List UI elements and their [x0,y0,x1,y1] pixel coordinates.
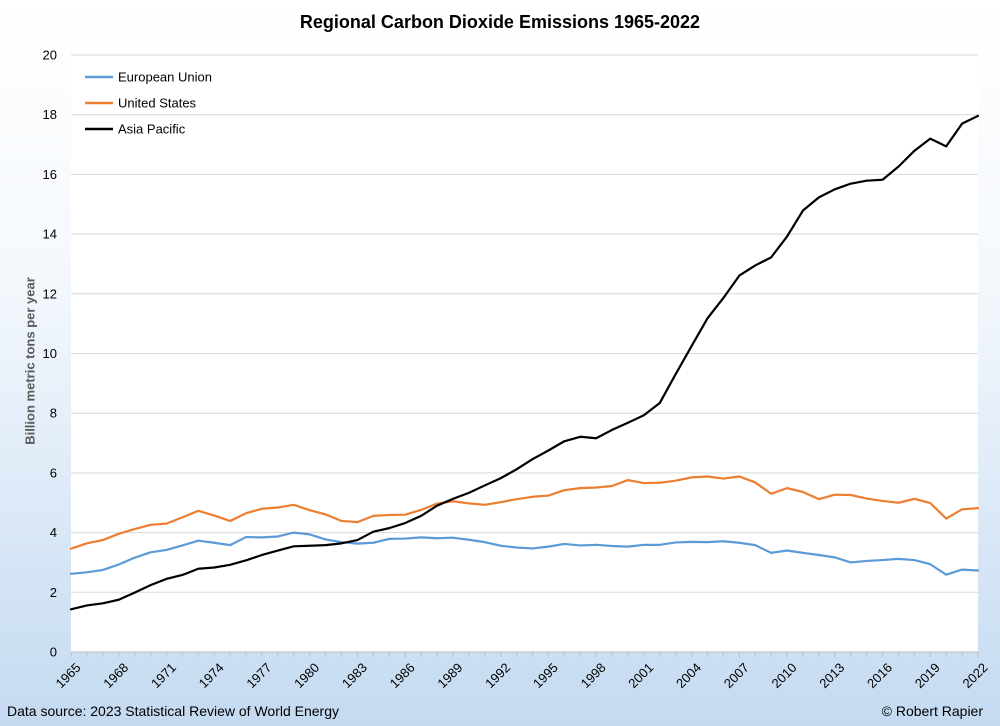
y-tick-label: 8 [50,406,57,421]
legend: European Union United States Asia Pacific [85,70,212,137]
y-tick-label: 12 [43,286,57,301]
x-tick-label: 2016 [864,660,895,691]
x-tick-label: 1965 [52,660,83,691]
x-tick-label: 1974 [196,660,227,691]
x-tick-label: 1995 [530,660,561,691]
x-tick-label: 2010 [769,660,800,691]
x-tick-label: 2001 [625,660,656,691]
y-tick-label: 20 [43,48,57,63]
legend-label-asia-pacific: Asia Pacific [118,122,186,137]
y-tick-label: 16 [43,167,57,182]
x-tick-label: 1977 [243,660,274,691]
y-tick-label: 4 [50,525,57,540]
x-tick-label: 1980 [291,660,322,691]
series-line-asia-pacific [69,114,980,611]
y-tick-label: 6 [50,465,57,480]
x-tick-label: 2004 [673,660,704,691]
x-tick-label: 1983 [339,660,370,691]
series-line-united-states [69,475,980,550]
axes [70,651,979,657]
series-lines [69,114,980,611]
x-tick-label: 2013 [816,660,847,691]
x-tick-label: 1968 [100,660,131,691]
x-tick-label: 2022 [959,660,990,691]
legend-label-united-states: United States [118,96,197,111]
legend-label-european-union: European Union [118,70,212,85]
y-tick-label: 0 [50,645,57,660]
y-tick-label: 10 [43,346,57,361]
x-tick-label: 1971 [148,660,179,691]
x-tick-label: 2019 [912,660,943,691]
data-source-note: Data source: 2023 Statistical Review of … [7,703,340,719]
x-tick-label: 1992 [482,660,513,691]
gridlines [71,54,978,593]
copyright-credit: © Robert Rapier [881,703,983,719]
chart-title: Regional Carbon Dioxide Emissions 1965-2… [299,12,701,32]
series-line-european-union [69,531,980,576]
y-tick-labels: 0 2 4 6 8 10 12 14 16 18 20 [43,48,57,660]
y-tick-label: 2 [50,585,57,600]
x-tick-label: 1986 [387,660,418,691]
x-tick-label: 1998 [578,660,609,691]
y-tick-label: 18 [43,107,57,122]
y-tick-label: 14 [43,227,57,242]
x-tick-label: 2007 [721,660,752,691]
x-tick-labels: 1965 1968 1971 1974 1977 1980 1983 1986 1989 1992… [52,660,990,691]
x-tick-label: 1989 [434,660,465,691]
